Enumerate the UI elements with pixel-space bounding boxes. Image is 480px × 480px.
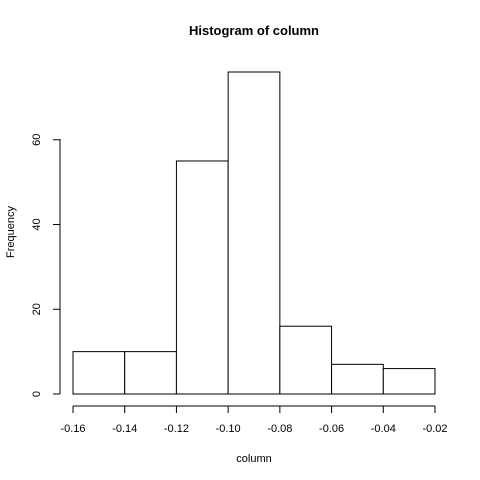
histogram-bar: [124, 351, 177, 395]
y-tick-label: 20: [31, 303, 43, 315]
y-tick-label: 60: [31, 134, 43, 146]
histogram-bar: [227, 71, 281, 395]
histogram-bar: [279, 325, 333, 395]
x-tick-label: -0.06: [319, 423, 344, 435]
bars-group: [72, 71, 436, 395]
y-axis: 0 20 40 60: [31, 134, 61, 397]
histogram-bar: [331, 363, 384, 395]
x-tick-label: -0.12: [164, 423, 189, 435]
histogram-bar: [382, 368, 436, 395]
y-axis-label: Frequency: [5, 206, 17, 258]
x-tick-label: -0.04: [371, 423, 396, 435]
y-tick-label: 0: [31, 391, 43, 397]
x-tick-label: -0.10: [216, 423, 241, 435]
y-tick-label: 40: [31, 218, 43, 230]
x-tick-label: -0.16: [60, 423, 85, 435]
histogram-bar: [175, 160, 229, 395]
x-axis-label: column: [236, 453, 271, 465]
x-axis: -0.16 -0.14 -0.12 -0.10 -0.08 -0.06 -0.04 -0.02: [60, 405, 448, 435]
histogram-bar: [72, 351, 126, 395]
x-tick-label: -0.02: [422, 423, 447, 435]
chart-title: Histogram of column: [189, 23, 319, 38]
x-tick-label: -0.14: [112, 423, 137, 435]
x-tick-label: -0.08: [267, 423, 292, 435]
